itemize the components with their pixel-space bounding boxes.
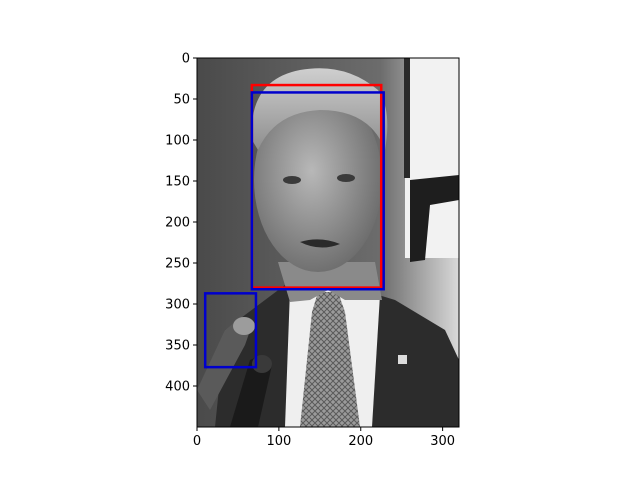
- x-tick-label: 0: [193, 434, 201, 449]
- y-tick-label: 400: [165, 380, 190, 395]
- x-axis-ticks: 0 100 200 300: [193, 427, 455, 449]
- y-tick-label: 150: [165, 175, 190, 190]
- portrait-photo: [197, 58, 459, 427]
- y-tick-label: 50: [173, 93, 190, 108]
- bounding-box-3: [203, 292, 258, 369]
- axes-frame: [196, 57, 460, 428]
- x-tick-label: 100: [266, 434, 291, 449]
- bounding-box-2: [250, 91, 385, 291]
- y-tick-label: 350: [165, 339, 190, 354]
- bounding-boxes: [203, 83, 385, 369]
- y-tick-label: 250: [165, 257, 190, 272]
- x-tick-label: 300: [430, 434, 455, 449]
- y-tick-label: 100: [165, 134, 190, 149]
- y-tick-label: 0: [182, 52, 190, 67]
- y-tick-label: 200: [165, 216, 190, 231]
- x-tick-label: 200: [348, 434, 373, 449]
- y-axis-ticks: 0 50 100 150 200 250 300 350 400: [165, 52, 197, 395]
- y-tick-label: 300: [165, 298, 190, 313]
